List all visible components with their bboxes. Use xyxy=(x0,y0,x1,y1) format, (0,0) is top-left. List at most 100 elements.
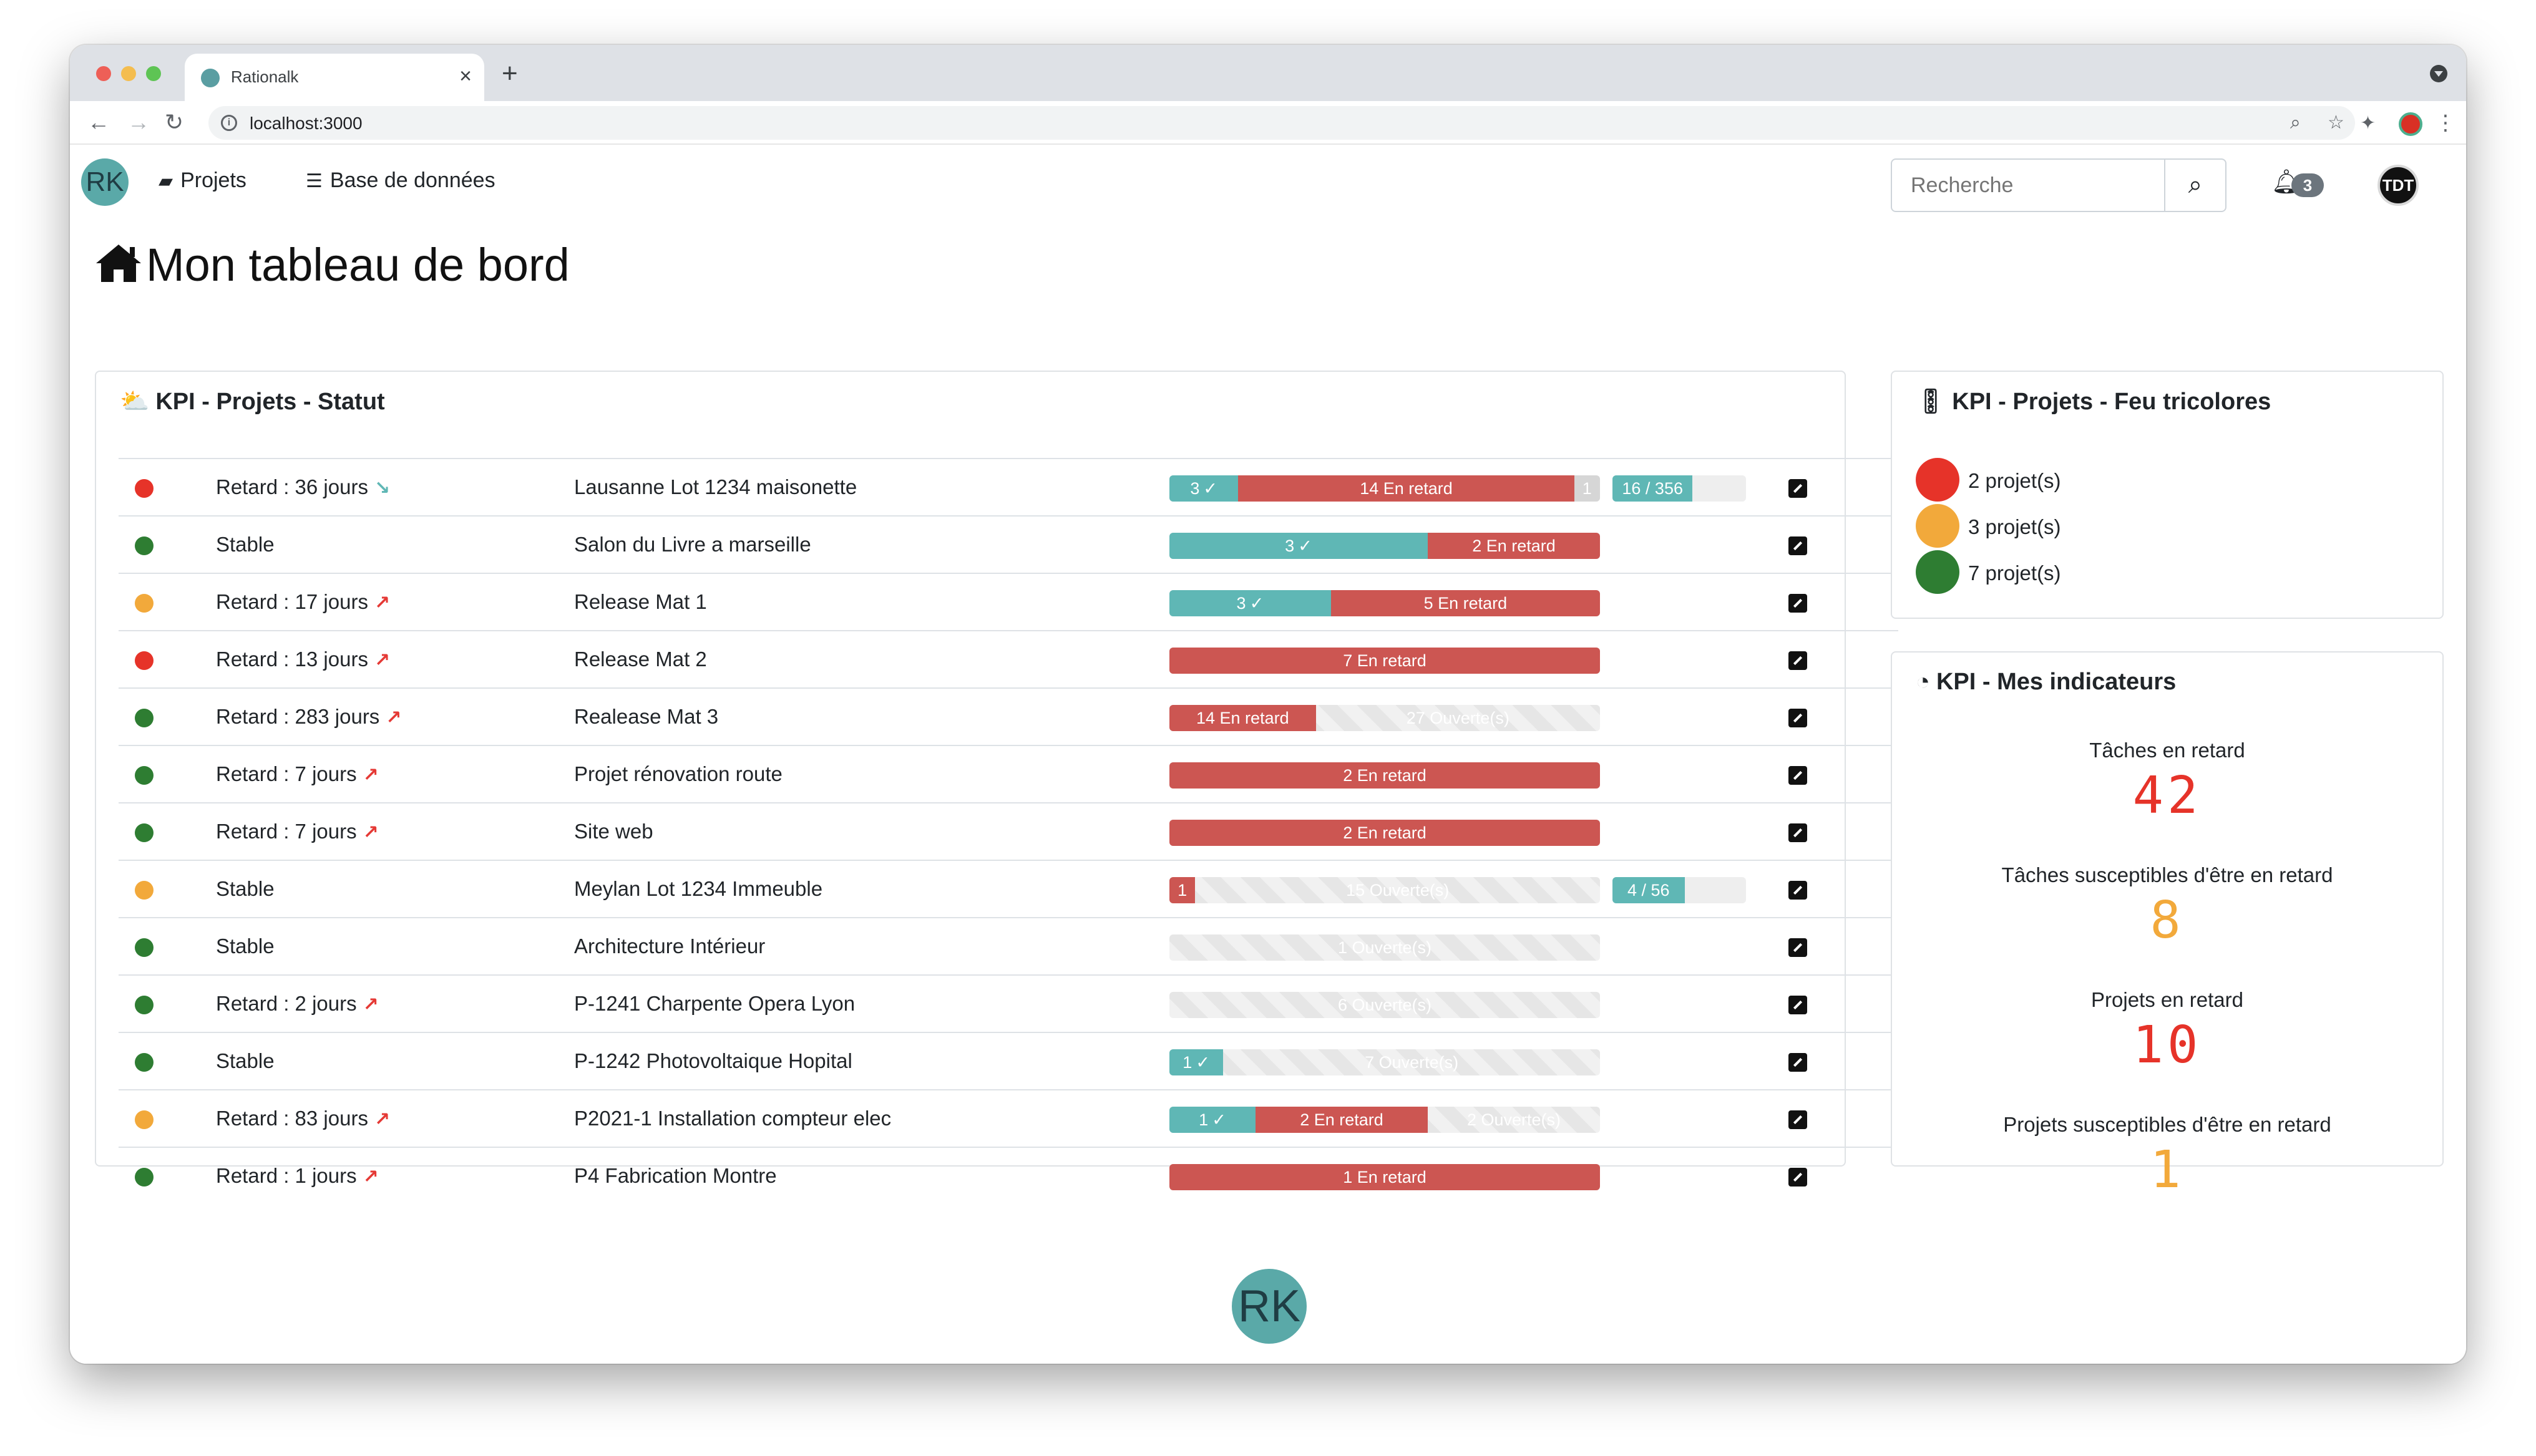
open-link-icon[interactable] xyxy=(1788,1168,1807,1187)
project-name[interactable]: P-1241 Charpente Opera Lyon xyxy=(574,992,856,1015)
browser-menu-icon[interactable]: ⋮ xyxy=(2435,111,2456,135)
search-input[interactable] xyxy=(1891,158,2165,212)
minimize-window-button[interactable] xyxy=(121,66,136,81)
zoom-icon[interactable]: ⌕ xyxy=(2290,112,2301,133)
project-name[interactable]: Architecture Intérieur xyxy=(574,934,766,958)
project-name[interactable]: P2021-1 Installation compteur elec xyxy=(574,1107,892,1130)
project-row[interactable]: Retard : 1 jours ↗ P4 Fabrication Montre 1 … xyxy=(119,1147,1898,1204)
open-link-icon[interactable] xyxy=(1788,536,1807,555)
app-logo[interactable]: RK xyxy=(81,158,129,206)
project-name[interactable]: Realease Mat 3 xyxy=(574,705,719,728)
traffic-light-icon: 🚦︎ xyxy=(1916,389,1946,415)
project-name[interactable]: Release Mat 2 xyxy=(574,648,707,671)
indicator-label: Tâches en retard xyxy=(2089,739,2245,762)
project-row[interactable]: Retard : 283 jours ↗ Realease Mat 3 14 En r… xyxy=(119,687,1898,745)
trend-up-icon: ↗ xyxy=(374,650,391,671)
app-content: RK ▰Projets ☰Base de données ⌕ 🔔︎ 3 TDT … xyxy=(70,145,2466,1364)
project-row[interactable]: Retard : 7 jours ↗ Projet rénovation route… xyxy=(119,745,1898,802)
progress-segment-late: 2 En retard xyxy=(1169,820,1600,846)
status-light xyxy=(135,996,154,1014)
status-text: Retard : 1 jours ↗ xyxy=(216,1164,379,1188)
tab-search-icon[interactable] xyxy=(2430,65,2447,82)
progress-segment-late: 14 En retard xyxy=(1169,705,1316,731)
open-link-icon[interactable] xyxy=(1788,1110,1807,1129)
card-title: 🚦︎ KPI - Projets - Feu tricolores xyxy=(1916,388,2271,415)
progress-segment-open: 27 Ouverte(s) xyxy=(1316,705,1600,731)
open-link-icon[interactable] xyxy=(1788,938,1807,957)
progress-segment-late: 2 En retard xyxy=(1256,1107,1428,1133)
progress-segment-late: 7 En retard xyxy=(1169,648,1600,674)
forward-icon[interactable]: → xyxy=(127,109,150,135)
project-row[interactable]: Retard : 7 jours ↗ Site web 2 En retard xyxy=(119,802,1898,860)
trend-up-icon: ↗ xyxy=(386,707,402,728)
close-window-button[interactable] xyxy=(96,66,111,81)
reload-icon[interactable]: ↻ xyxy=(165,109,184,135)
nav-projects[interactable]: ▰ Projets xyxy=(158,168,246,193)
new-tab-button[interactable]: + xyxy=(502,58,518,89)
project-name[interactable]: Site web xyxy=(574,820,653,843)
open-link-icon[interactable] xyxy=(1788,709,1807,727)
open-link-icon[interactable] xyxy=(1788,881,1807,900)
back-icon[interactable]: ← xyxy=(87,109,110,135)
notification-badge: 3 xyxy=(2291,173,2324,197)
indicator-label: Projets susceptibles d'être en retard xyxy=(2003,1113,2331,1136)
nav-database[interactable]: ☰ Base de données xyxy=(306,168,495,193)
project-row[interactable]: Retard : 2 jours ↗ P-1241 Charpente Opera … xyxy=(119,974,1898,1032)
project-name[interactable]: Projet rénovation route xyxy=(574,762,783,785)
project-row[interactable]: Retard : 83 jours ↗ P2021-1 Installation c… xyxy=(119,1089,1898,1147)
progress-segment-done: 3 ✓ xyxy=(1169,533,1428,559)
bookmark-star-icon[interactable]: ☆ xyxy=(2328,112,2344,133)
open-link-icon[interactable] xyxy=(1788,766,1807,785)
project-name[interactable]: Release Mat 1 xyxy=(574,590,707,613)
tricolore-label: 2 projet(s) xyxy=(1968,469,2061,492)
hours-progress-bar: 16 / 356 xyxy=(1612,475,1746,502)
open-link-icon[interactable] xyxy=(1788,996,1807,1014)
project-row[interactable]: Retard : 17 jours ↗ Release Mat 1 3 ✓ 5 En re… xyxy=(119,573,1898,630)
extensions-puzzle-icon[interactable]: ✦ xyxy=(2360,113,2376,133)
segment-label: 1 En retard xyxy=(1343,1168,1426,1187)
segment-label: 7 En retard xyxy=(1343,651,1426,670)
project-row[interactable]: Stable Salon du Livre a marseille 3 ✓ 2 En r… xyxy=(119,515,1898,573)
status-light xyxy=(135,479,154,498)
card-title: ⛅ KPI - Projets - Statut xyxy=(120,388,385,415)
user-avatar[interactable]: TDT xyxy=(2378,165,2419,206)
status-label: Stable xyxy=(216,877,275,900)
status-text: Stable xyxy=(216,1049,275,1073)
project-name[interactable]: P4 Fabrication Montre xyxy=(574,1164,777,1187)
nav-database-label: Base de données xyxy=(329,168,495,192)
trend-up-icon: ↗ xyxy=(363,822,379,843)
footer-logo: RK xyxy=(1232,1269,1307,1344)
project-row[interactable]: Stable Meylan Lot 1234 Immeuble 1 15 Ouvert… xyxy=(119,860,1898,917)
profile-icon[interactable] xyxy=(2399,112,2422,136)
project-name[interactable]: Lausanne Lot 1234 maisonette xyxy=(574,475,857,498)
maximize-window-button[interactable] xyxy=(146,66,161,81)
open-link-icon[interactable] xyxy=(1788,479,1807,498)
status-light xyxy=(135,823,154,842)
open-link-icon[interactable] xyxy=(1788,651,1807,670)
close-tab-icon[interactable]: × xyxy=(459,64,472,88)
address-bar[interactable]: i localhost:3000 ⌕ ☆ xyxy=(208,106,2355,140)
project-name[interactable]: Salon du Livre a marseille xyxy=(574,533,811,556)
project-row[interactable]: Stable Architecture Intérieur 1 Ouverte(s) xyxy=(119,917,1898,974)
open-link-icon[interactable] xyxy=(1788,1053,1807,1072)
project-row[interactable]: Retard : 36 jours ↘ Lausanne Lot 1234 mais… xyxy=(119,458,1898,515)
project-name[interactable]: P-1242 Photovoltaique Hopital xyxy=(574,1049,852,1072)
traffic-light-dot xyxy=(1916,458,1959,502)
indicator-value: 42 xyxy=(2132,766,2202,825)
status-label: Retard : 83 jours xyxy=(216,1107,368,1130)
indicator-value: 1 xyxy=(2150,1140,2185,1200)
open-link-icon[interactable] xyxy=(1788,823,1807,842)
search-button[interactable]: ⌕ xyxy=(2164,158,2226,212)
project-name[interactable]: Meylan Lot 1234 Immeuble xyxy=(574,877,823,900)
gauge-icon: ◔ xyxy=(1916,669,1930,695)
project-row[interactable]: Stable P-1242 Photovoltaique Hopital 1 ✓ 7 O… xyxy=(119,1032,1898,1089)
project-row[interactable]: Retard : 13 jours ↗ Release Mat 2 7 En reta… xyxy=(119,630,1898,687)
info-icon[interactable]: i xyxy=(221,115,237,131)
task-progress-bar: 14 En retard 27 Ouverte(s) xyxy=(1169,705,1600,731)
browser-tab[interactable]: Rationalk × xyxy=(185,54,484,101)
segment-label: 2 En retard xyxy=(1343,823,1426,842)
progress-segment-open: 7 Ouverte(s) xyxy=(1223,1049,1600,1075)
open-link-icon[interactable] xyxy=(1788,594,1807,613)
task-progress-bar: 1 15 Ouverte(s) xyxy=(1169,877,1600,903)
status-label: Retard : 1 jours xyxy=(216,1164,357,1187)
